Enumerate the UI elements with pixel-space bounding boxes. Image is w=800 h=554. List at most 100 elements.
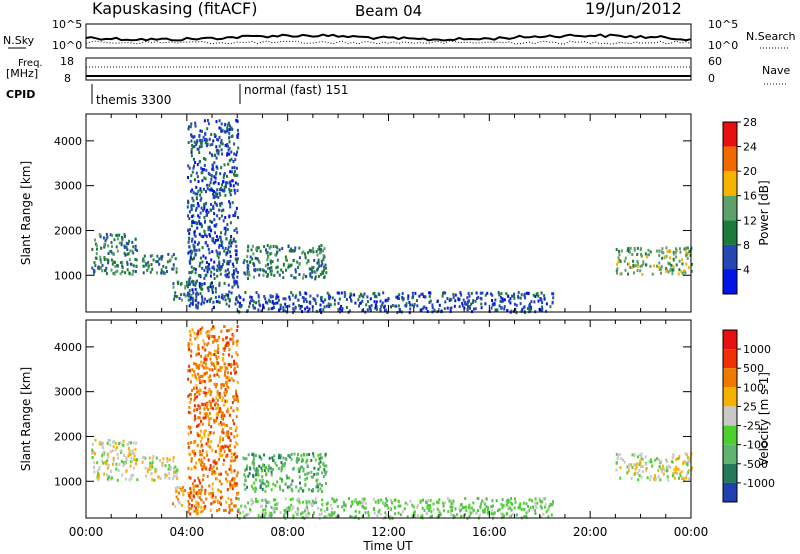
heatmap-cell xyxy=(187,176,189,179)
heatmap-cell xyxy=(395,295,398,299)
heatmap-cell xyxy=(254,468,257,472)
date-title: 19/Jun/2012 xyxy=(585,0,682,18)
heatmap-cell xyxy=(110,241,113,244)
heatmap-cell xyxy=(180,298,183,302)
x-tick-label: 20:00 xyxy=(573,525,608,539)
heatmap-cell xyxy=(203,372,206,376)
heatmap-cell xyxy=(107,438,110,442)
heatmap-cell xyxy=(129,450,132,454)
x-tick-label: 00:00 xyxy=(674,525,709,539)
freq-tick-high: 18 xyxy=(60,55,74,68)
power-heatmap-cells xyxy=(91,118,693,315)
colorbar-tick-label: -1000 xyxy=(743,477,775,490)
heatmap-cell xyxy=(125,245,128,249)
heatmap-cell xyxy=(222,297,225,301)
heatmap-cell xyxy=(123,251,126,255)
heatmap-cell xyxy=(213,161,216,165)
heatmap-cell xyxy=(249,299,252,303)
heatmap-cell xyxy=(216,393,219,397)
heatmap-cell xyxy=(318,262,320,266)
heatmap-cell xyxy=(227,262,230,266)
heatmap-cell xyxy=(216,406,219,410)
heatmap-cell xyxy=(631,253,634,256)
heatmap-cell xyxy=(199,129,202,133)
heatmap-cell xyxy=(257,472,259,476)
heatmap-cell xyxy=(192,485,195,489)
heatmap-cell xyxy=(521,308,524,312)
heatmap-cell xyxy=(235,267,238,271)
heatmap-cell xyxy=(197,423,200,427)
heatmap-cell xyxy=(478,513,481,517)
heatmap-cell xyxy=(217,152,220,156)
heatmap-cell xyxy=(217,138,220,142)
colorbar-swatch xyxy=(723,122,737,147)
heatmap-cell xyxy=(217,413,220,417)
heatmap-cell xyxy=(133,454,136,458)
heatmap-cell xyxy=(263,269,265,273)
heatmap-cell xyxy=(212,494,214,498)
heatmap-cell xyxy=(188,260,191,264)
heatmap-cell xyxy=(250,498,253,501)
heatmap-cell xyxy=(687,471,690,474)
heatmap-cell xyxy=(224,369,227,373)
heatmap-cell xyxy=(206,286,209,290)
heatmap-cell xyxy=(195,295,198,299)
heatmap-cell xyxy=(246,266,249,270)
heatmap-cell xyxy=(215,357,218,361)
heatmap-cell xyxy=(519,502,522,506)
heatmap-cell xyxy=(361,309,364,313)
heatmap-cell xyxy=(199,193,202,197)
heatmap-cell xyxy=(658,465,661,469)
heatmap-cell xyxy=(298,304,300,308)
heatmap-cell xyxy=(245,513,248,517)
heatmap-cell xyxy=(196,494,199,498)
heatmap-cell xyxy=(534,509,537,513)
colorbar-frame xyxy=(722,329,738,503)
heatmap-cell xyxy=(226,123,229,127)
heatmap-cell xyxy=(253,481,256,485)
heatmap-cell xyxy=(267,464,270,468)
heatmap-cell xyxy=(215,249,218,253)
heatmap-cell xyxy=(103,245,106,249)
heatmap-cell xyxy=(282,276,285,280)
heatmap-cell xyxy=(374,500,377,504)
heatmap-cell xyxy=(297,489,300,493)
heatmap-cell xyxy=(224,229,227,233)
heatmap-cell xyxy=(204,504,207,508)
heatmap-cell xyxy=(174,291,177,295)
heatmap-cell xyxy=(205,412,208,416)
heatmap-cell xyxy=(341,505,344,509)
heatmap-cell xyxy=(115,462,118,466)
heatmap-cell xyxy=(201,287,204,291)
heatmap-cell xyxy=(459,291,462,295)
heatmap-cell xyxy=(311,502,314,506)
heatmap-cell xyxy=(118,462,121,466)
heatmap-cell xyxy=(193,404,196,408)
heatmap-cell xyxy=(197,343,200,347)
heatmap-cell xyxy=(206,474,209,478)
heatmap-cell xyxy=(210,334,213,338)
heatmap-cell xyxy=(202,187,205,191)
heatmap-cell xyxy=(317,258,320,262)
heatmap-cell xyxy=(323,468,326,472)
heatmap-cell xyxy=(246,263,249,267)
heatmap-cell xyxy=(223,123,226,127)
heatmap-cell xyxy=(236,455,239,459)
heatmap-cell xyxy=(109,233,112,237)
heatmap-cell xyxy=(172,502,174,506)
heatmap-cell xyxy=(654,477,657,481)
heatmap-cell xyxy=(232,419,234,422)
heatmap-cell xyxy=(233,422,235,426)
freq-label: Freq. xyxy=(18,58,43,69)
heatmap-cell xyxy=(236,328,239,332)
heatmap-cell xyxy=(644,252,647,256)
heatmap-cell xyxy=(204,219,206,223)
heatmap-cell xyxy=(190,280,193,284)
heatmap-cell xyxy=(394,498,397,502)
heatmap-cell xyxy=(221,129,224,133)
heatmap-cell xyxy=(619,466,622,470)
heatmap-cell xyxy=(209,403,212,407)
heatmap-cell xyxy=(194,298,197,302)
heatmap-cell xyxy=(193,230,196,234)
heatmap-cell xyxy=(294,276,297,280)
